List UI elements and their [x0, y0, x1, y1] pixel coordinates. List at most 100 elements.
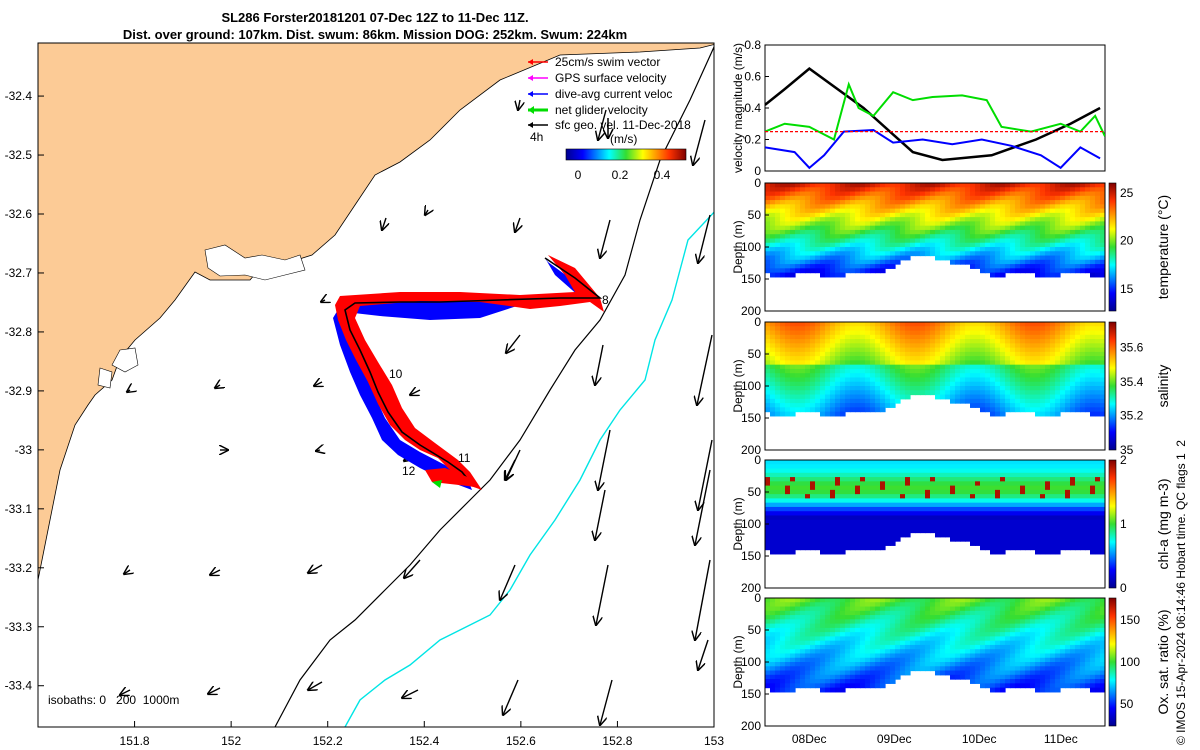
salinity-cell	[860, 351, 866, 357]
salinity-cell	[805, 394, 811, 400]
map-xtick-label-1: 152	[221, 734, 241, 748]
chla-cell	[1075, 541, 1081, 546]
oxygen-cell	[880, 644, 886, 650]
chla-cell	[1030, 528, 1036, 534]
temperature-cell	[1035, 204, 1041, 210]
temperature-cell	[815, 204, 821, 210]
chla-cell	[820, 515, 826, 521]
temperature-cell	[840, 208, 846, 214]
temperature-cell	[805, 234, 811, 240]
temperature-cell	[1065, 221, 1071, 227]
salinity-cell	[800, 386, 806, 391]
salinity-cell	[940, 330, 946, 336]
salinity-cell	[785, 330, 791, 336]
oxygen-cell	[845, 623, 851, 629]
salinity-cell	[1000, 330, 1006, 336]
temperature-cell	[910, 247, 916, 252]
oxygen-cell	[870, 602, 876, 608]
oxygen-cell	[795, 632, 801, 637]
salinity-cell	[1015, 347, 1021, 353]
oxygen-cell	[880, 674, 886, 680]
temperature-cell	[835, 183, 841, 188]
temperature-cell	[945, 255, 951, 261]
chla-cell	[1020, 485, 1026, 491]
oxygen-cell	[825, 653, 831, 659]
chla-cell	[1040, 489, 1046, 495]
oxygen-cell	[815, 610, 821, 616]
chla-cell	[830, 515, 836, 521]
salinity-cell	[870, 322, 876, 327]
oxygen-cell	[795, 615, 801, 620]
temperature-cell	[1075, 255, 1081, 261]
chla-cell	[1050, 460, 1056, 465]
temperature-cell	[1060, 242, 1066, 248]
chla-cell	[770, 485, 776, 491]
salinity-cell	[850, 339, 856, 344]
geo-arrow-11	[595, 344, 604, 385]
temperature-cell	[1000, 183, 1006, 188]
temperature-cell	[830, 200, 836, 205]
oxygen-cell	[870, 657, 876, 663]
oxygen-cell	[895, 632, 901, 637]
chla-cell	[1000, 536, 1006, 542]
temperature-cell	[890, 259, 896, 265]
chla-cell	[785, 498, 791, 504]
salinity-cell	[1040, 403, 1046, 408]
chla-cell	[965, 472, 971, 478]
salinity-cell	[1005, 398, 1011, 404]
temperature-cell	[1025, 238, 1031, 244]
salinity-cell	[850, 347, 856, 353]
salinity-cell	[1030, 403, 1036, 408]
salinity-cell	[790, 343, 796, 349]
temperature-cell	[845, 195, 851, 201]
temperature-cell	[955, 234, 961, 240]
map-ytick-label-5: -32.9	[5, 384, 33, 398]
salinity-cell	[820, 394, 826, 400]
temperature-cell	[985, 208, 991, 214]
chla-cell	[985, 511, 991, 517]
salinity-cell	[965, 339, 971, 344]
chla-cell	[995, 532, 1001, 538]
chla-cell	[880, 502, 886, 508]
salinity-cell	[1040, 373, 1046, 379]
chla-cell	[1005, 515, 1011, 521]
salinity-cell	[915, 334, 921, 340]
salinity-cell	[905, 377, 911, 383]
temperature-cell	[840, 187, 846, 193]
chla-cell	[825, 472, 831, 478]
salinity-cell	[1050, 364, 1056, 370]
temperature-cell	[885, 187, 891, 193]
chla-cell	[1100, 524, 1105, 529]
salinity-cell	[960, 373, 966, 379]
salinity-cell	[1075, 343, 1081, 349]
chla-cell	[790, 549, 796, 555]
oxygen-cell	[800, 653, 806, 659]
chla-cell	[900, 494, 906, 499]
oxygen-cell	[900, 602, 906, 608]
temperature-cell	[835, 255, 841, 261]
oxygen-cell	[895, 623, 901, 629]
salinity-cell	[950, 330, 956, 336]
chla-cell	[935, 477, 941, 482]
oxygen-cell	[890, 627, 896, 633]
chla-cell	[915, 502, 921, 508]
oxygen-cell	[840, 679, 846, 684]
salinity-cell	[1060, 386, 1066, 391]
temperature-cell	[985, 234, 991, 240]
salinity-cell	[1070, 343, 1076, 349]
velocity-series-2	[765, 129, 1101, 170]
chla-cell	[1070, 498, 1076, 504]
temperature-cell	[1040, 229, 1046, 235]
salinity-cell	[865, 381, 871, 387]
day-label-11: 11	[458, 451, 471, 465]
chla-cell	[1075, 545, 1081, 551]
chla-cell	[920, 524, 926, 529]
temperature-cell	[870, 221, 876, 227]
chla-cell	[960, 472, 966, 478]
temperature-cell	[1050, 212, 1056, 218]
oxygen-cell	[895, 644, 901, 650]
chla-cell	[930, 494, 936, 499]
temperature-cell	[875, 221, 881, 227]
salinity-cell	[845, 407, 851, 413]
chla-cell	[1085, 532, 1091, 538]
